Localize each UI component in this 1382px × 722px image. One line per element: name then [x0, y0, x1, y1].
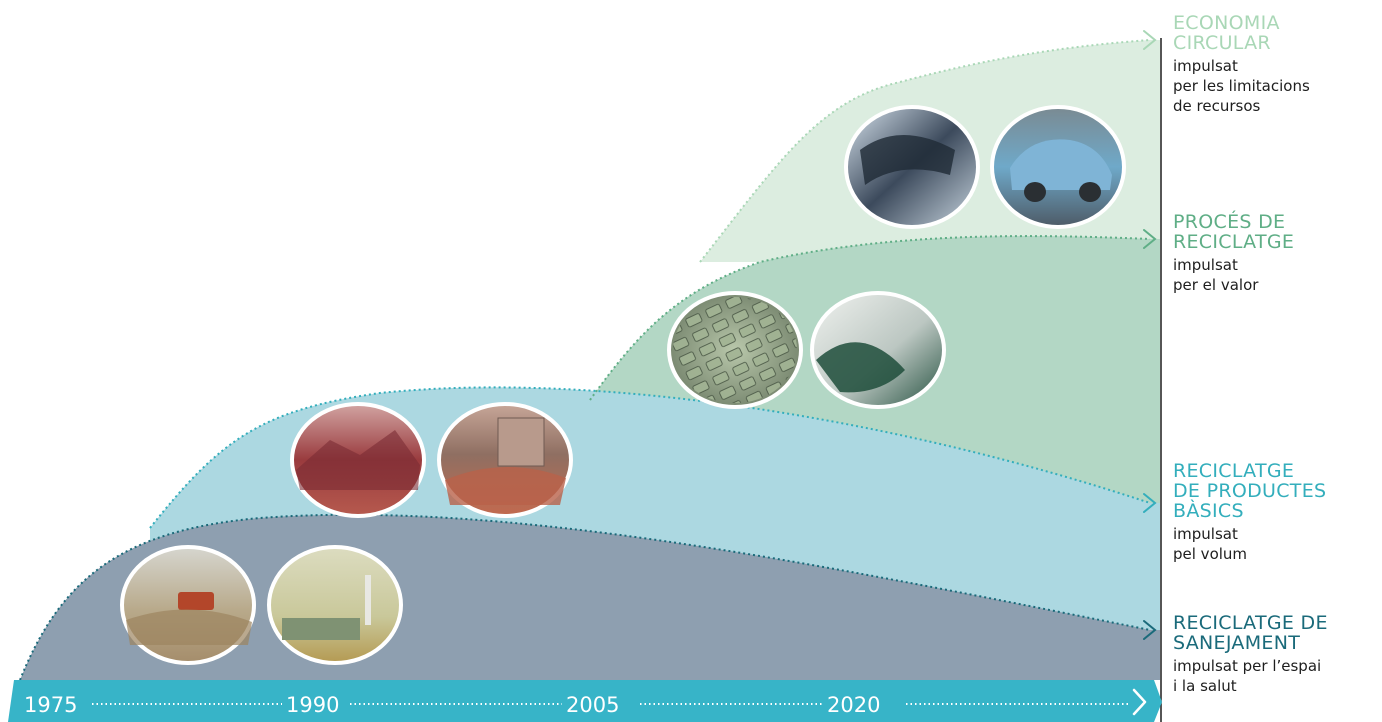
ground-powder-photo	[810, 291, 946, 409]
plastic-pellets-photo	[667, 291, 803, 409]
arrow-icon-economia-circular	[1143, 30, 1157, 50]
stage-description: impulsat pel volum	[1173, 525, 1248, 563]
shared-car-photo	[990, 105, 1126, 229]
photo-group-economia-circular	[844, 105, 1126, 229]
stage-label-proces-de-reciclatge: PROCÉS DE RECICLATGE impulsat per el val…	[1173, 212, 1378, 295]
stage-title: PROCÉS DE RECICLATGE	[1173, 211, 1295, 253]
stage-edges	[19, 39, 1151, 681]
timeline-tick-2005: 2005	[566, 693, 619, 717]
arrow-icon-reciclatge-de-productes-basics	[1143, 493, 1157, 513]
stage-description: impulsat per el valor	[1173, 256, 1259, 294]
stage-title: RECICLATGE DE PRODUCTES BÀSICS	[1173, 460, 1327, 522]
stage-description: impulsat per l’espai i la salut	[1173, 657, 1322, 695]
timeline-arrow-icon	[1132, 688, 1147, 716]
stage-description: impulsat per les limitacions de recursos	[1173, 57, 1310, 115]
stage-edge-reciclatge-de-productes-basics	[149, 386, 1151, 529]
stage-edge-reciclatge-de-sanejament	[19, 513, 1151, 681]
scrap-metal-pile-photo	[290, 402, 426, 518]
photo-group-reciclatge-de-productes-basics	[290, 402, 573, 518]
stage-label-reciclatge-de-productes-basics: RECICLATGE DE PRODUCTES BÀSICS impulsat …	[1173, 461, 1378, 564]
timeline-bar	[8, 680, 1162, 722]
landfill-bulldozer-photo	[120, 545, 256, 665]
demolition-rubble-photo	[437, 402, 573, 518]
photo-group-proces-de-reciclatge	[667, 291, 946, 409]
phone-disassembly-photo	[844, 105, 980, 229]
incinerator-plant-photo	[267, 545, 403, 665]
photo-group-reciclatge-de-sanejament	[120, 545, 403, 665]
stage-title: RECICLATGE DE SANEJAMENT	[1173, 612, 1328, 654]
timeline: 1975 1990 2005 2020	[8, 680, 1162, 722]
stage-label-economia-circular: ECONOMIA CIRCULAR impulsat per les limit…	[1173, 13, 1378, 116]
timeline-tick-2020: 2020	[827, 693, 880, 717]
timeline-tick-1975: 1975	[24, 693, 77, 717]
timeline-tick-1990: 1990	[286, 693, 339, 717]
arrow-icon-reciclatge-de-sanejament	[1143, 620, 1157, 640]
stage-arrows	[1143, 30, 1157, 640]
stage-title: ECONOMIA CIRCULAR	[1173, 12, 1280, 54]
stage-label-reciclatge-de-sanejament: RECICLATGE DE SANEJAMENT impulsat per l’…	[1173, 613, 1378, 696]
arrow-icon-proces-de-reciclatge	[1143, 229, 1157, 249]
